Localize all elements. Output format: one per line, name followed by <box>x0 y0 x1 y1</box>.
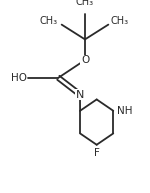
Text: N: N <box>76 90 84 100</box>
Text: HO: HO <box>11 73 27 83</box>
Text: CH₃: CH₃ <box>111 16 129 26</box>
Text: CH₃: CH₃ <box>76 0 94 7</box>
Text: F: F <box>94 148 100 158</box>
Text: CH₃: CH₃ <box>39 16 57 26</box>
Text: NH: NH <box>117 106 133 116</box>
Text: O: O <box>81 55 89 65</box>
